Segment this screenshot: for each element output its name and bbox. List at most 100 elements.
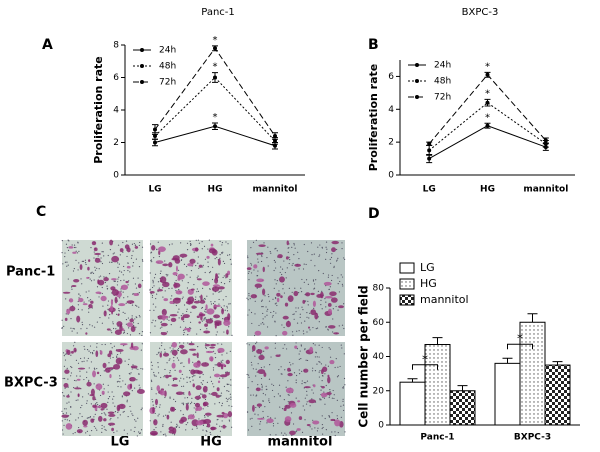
pore [222, 276, 224, 279]
cell [94, 257, 101, 263]
cell [314, 312, 319, 320]
cell [155, 398, 158, 406]
legend-marker [415, 79, 419, 83]
pore [220, 306, 223, 308]
pore [255, 375, 257, 377]
cell [171, 349, 178, 356]
pore [64, 377, 66, 380]
pore [120, 271, 123, 273]
pore [261, 306, 263, 308]
x-tick-label: mannitol [253, 185, 298, 195]
pore [255, 395, 257, 397]
pore [168, 384, 170, 386]
pore [67, 378, 69, 380]
pore [120, 290, 122, 292]
significance-bracket [507, 343, 533, 350]
pore [291, 246, 293, 248]
pore [263, 366, 265, 368]
pore [168, 287, 170, 290]
cell [79, 264, 83, 270]
pore [168, 411, 170, 413]
pore [184, 397, 186, 399]
y-tick-label: 0 [388, 171, 394, 181]
pore [222, 251, 224, 253]
pore [255, 368, 257, 370]
pore [221, 354, 223, 356]
pore [70, 318, 72, 320]
pore [90, 403, 92, 405]
pore [206, 328, 208, 330]
cell [308, 399, 316, 404]
pore [254, 413, 256, 415]
pore [97, 404, 99, 406]
pore [226, 310, 229, 312]
pore [183, 263, 186, 265]
pore [342, 387, 344, 389]
pore [291, 264, 293, 266]
cell [168, 262, 173, 268]
pore [292, 334, 294, 336]
pore [202, 424, 205, 426]
point [427, 156, 432, 161]
pore [207, 405, 209, 407]
pore [221, 420, 223, 422]
pore [96, 401, 98, 404]
pore [191, 397, 193, 399]
cell [77, 393, 80, 398]
pore [168, 319, 170, 321]
pore [142, 260, 144, 262]
pore [301, 306, 303, 308]
pore [295, 374, 298, 377]
cell [185, 300, 194, 305]
pore [104, 343, 106, 346]
pore [199, 328, 202, 331]
cell [262, 288, 266, 296]
pore [221, 252, 223, 255]
pore [276, 304, 278, 307]
cell [172, 271, 178, 276]
pore [117, 281, 119, 283]
bar [519, 321, 546, 426]
pore [119, 297, 121, 299]
pore [81, 309, 83, 311]
pore [86, 376, 88, 379]
pore [270, 311, 272, 314]
pore [139, 432, 142, 434]
pore [123, 279, 125, 281]
pore [271, 389, 274, 392]
pore [217, 343, 219, 345]
pore [94, 269, 97, 271]
pore [214, 352, 216, 355]
pore [202, 380, 204, 382]
pore [67, 239, 69, 241]
cell [109, 239, 114, 246]
pore [325, 301, 327, 303]
pore [190, 341, 193, 343]
pore [327, 328, 329, 330]
cell [168, 374, 172, 377]
cell [257, 369, 266, 375]
pore [164, 374, 166, 377]
bar [424, 344, 451, 426]
pore [321, 423, 324, 426]
pore [101, 292, 103, 295]
pore [88, 350, 90, 352]
pore [108, 362, 110, 364]
pore [250, 394, 252, 396]
cell [61, 414, 69, 418]
cell [100, 408, 104, 411]
pore [261, 299, 263, 301]
pore [109, 419, 111, 421]
cell [188, 393, 192, 396]
cell [100, 295, 107, 302]
pore [117, 411, 119, 414]
pore [295, 431, 297, 433]
pore [131, 255, 133, 257]
pore [102, 305, 104, 307]
pore [162, 425, 164, 427]
micrograph [61, 239, 144, 337]
pore [169, 372, 171, 374]
pore [171, 287, 173, 289]
pore [307, 300, 309, 302]
pore [95, 427, 97, 429]
